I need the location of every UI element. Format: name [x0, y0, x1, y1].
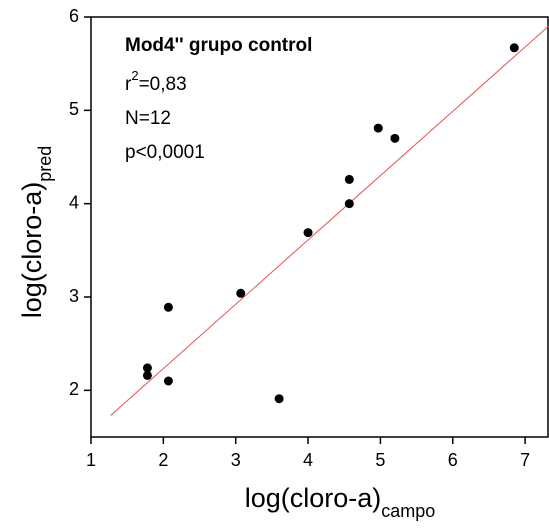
annotation-n: N=12	[125, 108, 171, 129]
y-label-sub: pred	[35, 146, 55, 182]
y-tick-label: 5	[69, 99, 79, 119]
y-axis-label: log(cloro-a)pred	[17, 146, 55, 319]
annotation-p: p<0,0001	[125, 142, 205, 163]
point	[344, 174, 354, 184]
point	[236, 288, 246, 298]
x-tick-label: 1	[86, 450, 96, 470]
point	[142, 363, 152, 373]
point	[509, 43, 519, 53]
x-axis-label: log(cloro-a)campo	[245, 483, 436, 521]
y-tick-label: 3	[69, 286, 79, 306]
plot-frame	[90, 16, 549, 438]
annotation-r2: r2=0,83	[125, 68, 187, 95]
x-tick-label: 6	[448, 450, 458, 470]
point	[142, 370, 152, 380]
x-label-sub: campo	[381, 501, 435, 521]
x-label-text: log(cloro-a)	[245, 483, 382, 513]
x-tick-label: 2	[158, 450, 168, 470]
point	[163, 302, 173, 312]
x-tick-label: 7	[520, 450, 530, 470]
point	[163, 376, 173, 386]
y-tick-label: 6	[69, 6, 79, 26]
point	[303, 228, 313, 238]
y-tick-label: 4	[69, 192, 79, 212]
r-sup: 2	[131, 68, 138, 83]
annotation-title: Mod4'' grupo control	[125, 35, 312, 56]
point	[390, 133, 400, 143]
r-rest: =0,83	[139, 74, 187, 95]
point	[373, 123, 383, 133]
point	[274, 394, 284, 404]
fit-line	[110, 25, 549, 416]
x-tick-label: 4	[303, 450, 313, 470]
r-base: r	[125, 74, 132, 95]
point	[344, 199, 354, 209]
y-label-text: log(cloro-a)	[17, 182, 47, 319]
y-tick-label: 2	[69, 379, 79, 399]
x-tick-label: 5	[375, 450, 385, 470]
x-tick-label: 3	[231, 450, 241, 470]
